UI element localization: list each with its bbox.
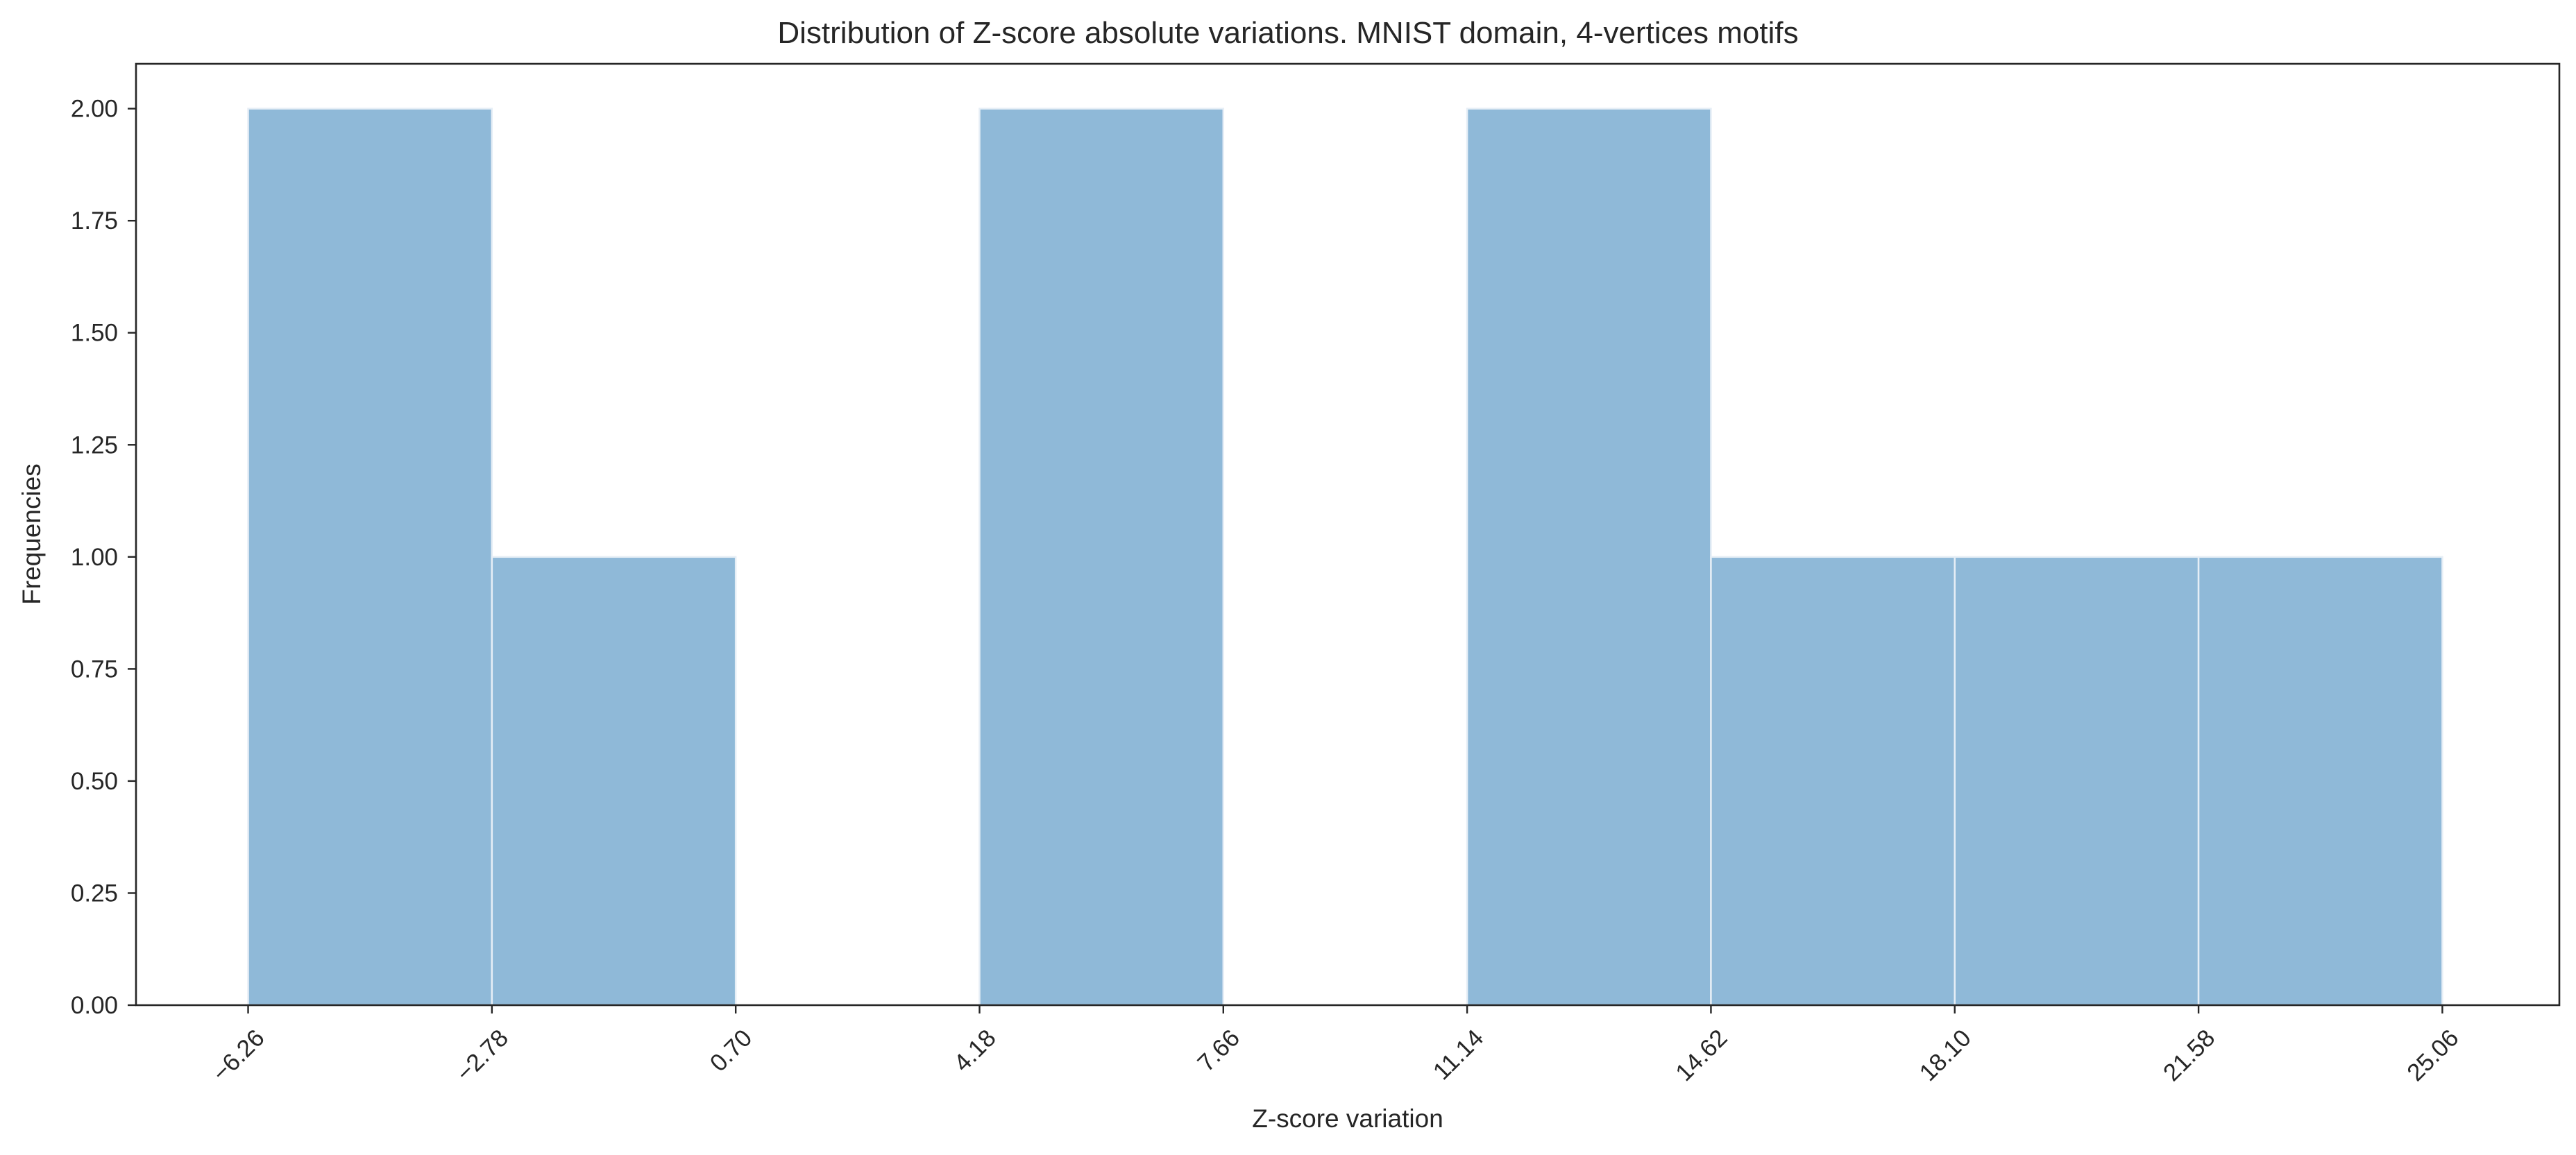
y-axis-ticks: 0.00 0.25 0.50 0.75 1.00 1.25 1.50 1.75 2.00 — [71, 96, 136, 1019]
histogram-bar — [1710, 556, 1956, 1007]
y-tick-label: 0.50 — [71, 768, 118, 795]
y-tick-label: 1.25 — [71, 431, 118, 459]
chart-title: Distribution of Z-score absolute variati… — [777, 16, 1798, 50]
y-tick-label: 0.25 — [71, 880, 118, 907]
histogram-bar — [491, 556, 737, 1007]
y-tick-label: 0.75 — [71, 656, 118, 683]
y-tick-label: 0.00 — [71, 992, 118, 1019]
histogram-bar — [1466, 108, 1712, 1007]
histogram-bar — [247, 108, 493, 1007]
histogram-bar — [2197, 556, 2443, 1007]
plot-area-frame — [135, 62, 2561, 1007]
x-axis-label: Z-score variation — [1252, 1104, 1443, 1133]
histogram-bar — [1954, 556, 2200, 1007]
y-tick-label: 2.00 — [71, 96, 118, 123]
y-tick-label: 1.00 — [71, 544, 118, 571]
y-tick-label: 1.75 — [71, 207, 118, 234]
histogram-bar — [978, 108, 1225, 1007]
y-tick-label: 1.50 — [71, 320, 118, 347]
y-axis-label: Frequencies — [17, 463, 46, 605]
bars-layer — [247, 108, 2443, 1007]
